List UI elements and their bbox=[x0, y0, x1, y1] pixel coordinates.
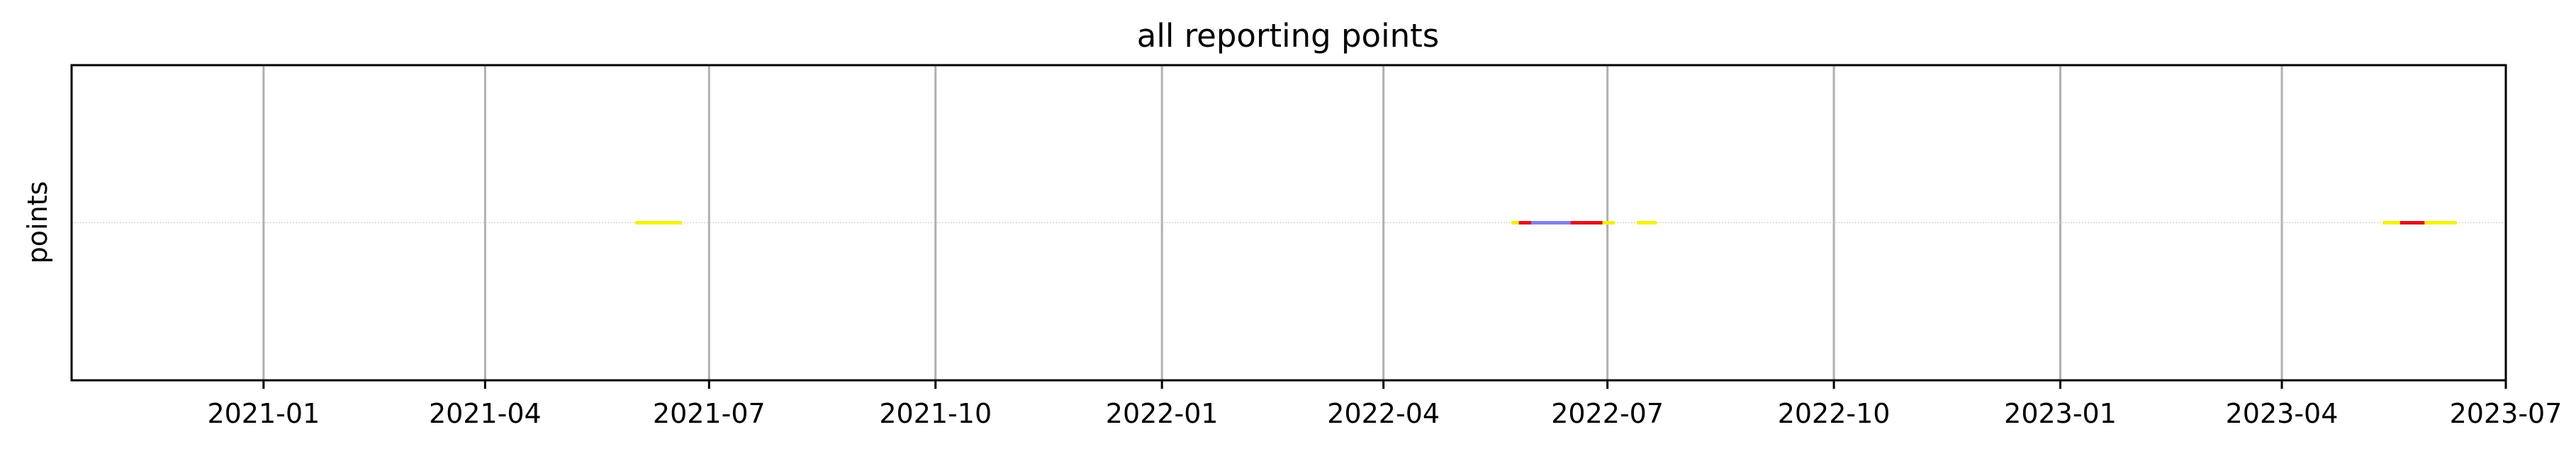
chart-title: all reporting points bbox=[1137, 17, 1439, 55]
plot-frame bbox=[70, 64, 2507, 382]
x-tick-label-2023-04: 2023-04 bbox=[2226, 398, 2339, 429]
y-axis-label: points bbox=[22, 181, 53, 264]
x-tick-label-2021-07: 2021-07 bbox=[653, 398, 766, 429]
x-tick-label-2021-10: 2021-10 bbox=[879, 398, 992, 429]
x-tick-label-2021-01: 2021-01 bbox=[207, 398, 320, 429]
x-tick-label-2023-07: 2023-07 bbox=[2450, 398, 2563, 429]
x-tick-label-2021-04: 2021-04 bbox=[429, 398, 542, 429]
x-tick-label-2022-10: 2022-10 bbox=[1778, 398, 1891, 429]
x-tick-label-2023-01: 2023-01 bbox=[2004, 398, 2117, 429]
x-tick-label-2022-04: 2022-04 bbox=[1327, 398, 1440, 429]
x-tick-label-2022-01: 2022-01 bbox=[1106, 398, 1219, 429]
x-axis-ticks: 2021-01 2021-04 2021-07 2021-10 2022-01 2022-… bbox=[207, 380, 2562, 429]
x-tick-label-2022-07: 2022-07 bbox=[1551, 398, 1664, 429]
